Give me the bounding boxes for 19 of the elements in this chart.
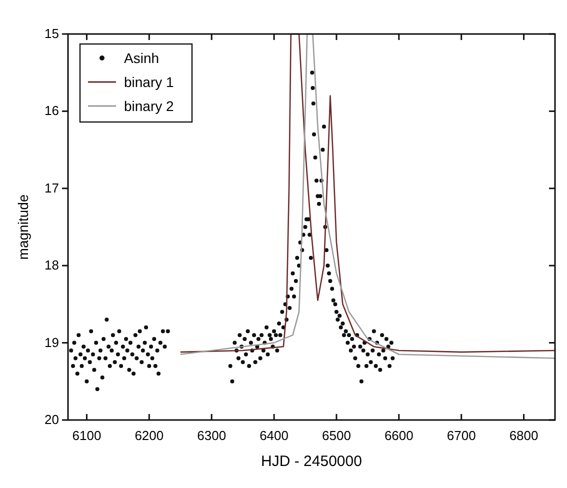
x-tick-label: 6100 <box>72 428 102 443</box>
x-tick-label: 6600 <box>384 428 414 443</box>
x-tick-label: 6400 <box>260 428 288 443</box>
x-axis-title: HJD - 2450000 <box>261 453 362 470</box>
x-tick-label: 6500 <box>322 428 351 443</box>
x-tick-label: 6200 <box>134 428 164 443</box>
y-tick-label: 18 <box>44 258 59 273</box>
legend-label: binary 1 <box>124 74 174 90</box>
legend-label: binary 2 <box>124 98 174 114</box>
x-tick-label: 6300 <box>197 428 226 443</box>
x-tick-label: 6800 <box>509 428 538 443</box>
y-tick-label: 17 <box>44 180 59 196</box>
y-axis-title: magnitude <box>15 194 31 260</box>
legend-label: Asinh <box>124 50 160 66</box>
x-tick-label: 6700 <box>446 428 476 443</box>
y-tick-label: 19 <box>44 334 59 350</box>
y-tick-label: 16 <box>44 103 59 118</box>
y-tick-label: 20 <box>44 412 59 427</box>
y-tick-label: 15 <box>44 26 59 41</box>
